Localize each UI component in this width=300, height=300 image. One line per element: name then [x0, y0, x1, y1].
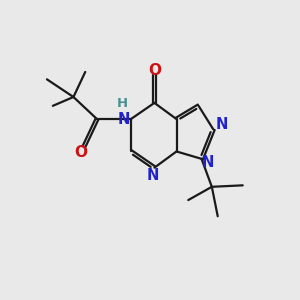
- Text: N: N: [147, 168, 159, 183]
- Text: N: N: [202, 155, 214, 170]
- Text: O: O: [148, 63, 161, 78]
- Text: O: O: [74, 146, 87, 160]
- Text: H: H: [117, 97, 128, 110]
- Text: N: N: [215, 118, 228, 133]
- Text: N: N: [117, 112, 130, 127]
